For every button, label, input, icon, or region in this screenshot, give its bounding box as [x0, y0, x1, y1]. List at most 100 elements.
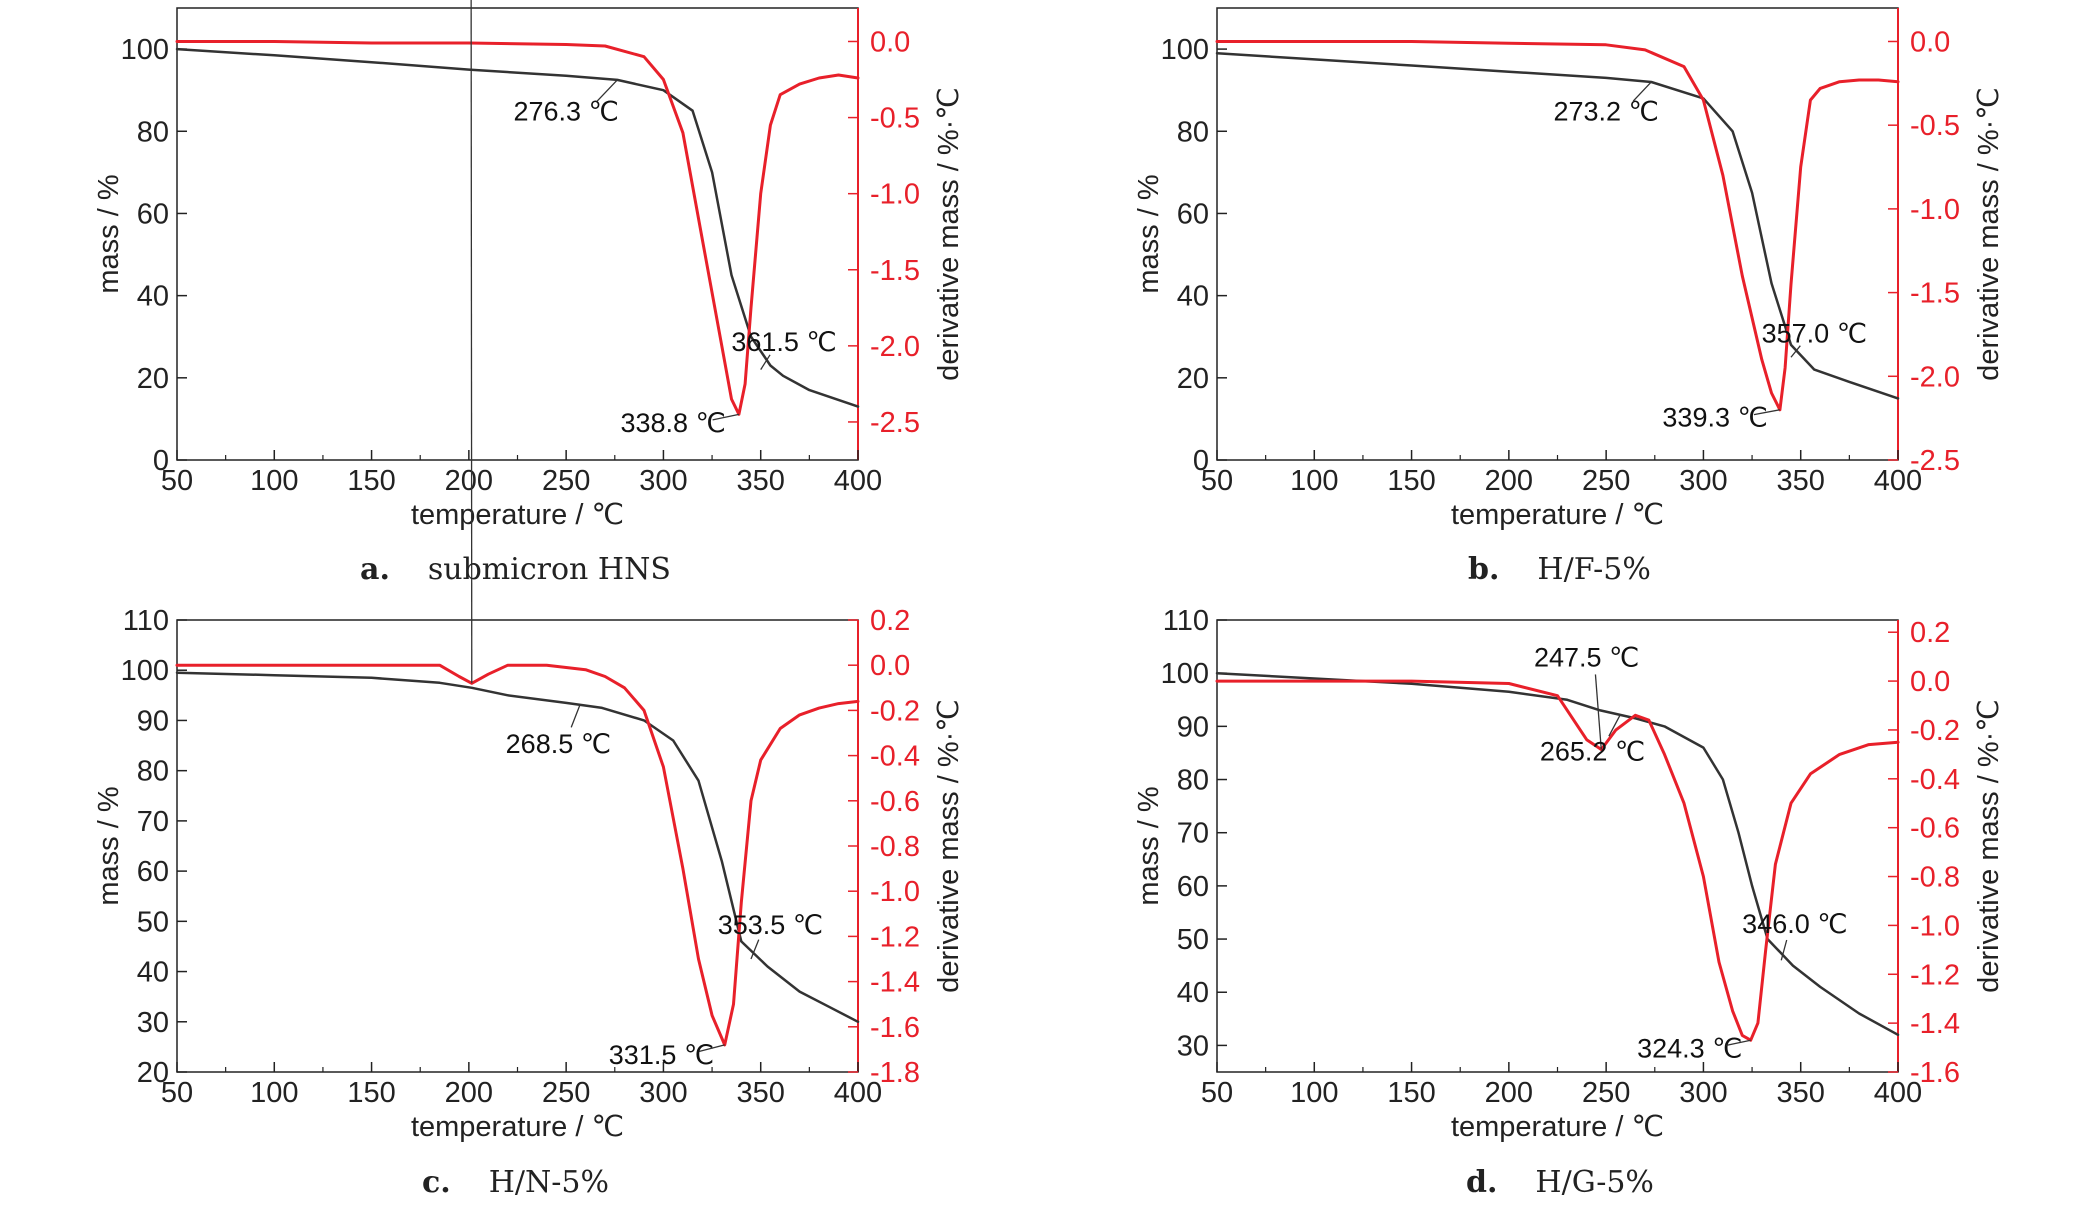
derivative-mass-line: [1215, 679, 1900, 1042]
y-right-tick-label: -0.8: [870, 831, 920, 863]
x-tick-label: 50: [161, 1077, 193, 1109]
y-tick-label: 30: [137, 1007, 169, 1039]
annotation-label: 276.3 ℃: [513, 97, 618, 127]
annotation-label: 338.8 ℃: [620, 408, 725, 438]
y-right-tick-label: -1.5: [1910, 278, 1960, 310]
y-right-tick-label: -1.4: [1910, 1008, 1960, 1040]
y-tick-label: 60: [1177, 198, 1209, 230]
y-right-tick-label: -1.0: [870, 876, 920, 908]
annotation-leader: [570, 705, 581, 728]
caption-b: b. H/F-5%: [1468, 552, 1651, 587]
y-tick-label: 80: [137, 116, 169, 148]
y-right-tick-label: 0.2: [870, 605, 910, 637]
plot-frame: [176, 619, 859, 1073]
annotation-label: 268.5 ℃: [506, 729, 611, 759]
x-tick-label: 100: [1290, 465, 1338, 497]
x-tick-label: 150: [347, 465, 395, 497]
caption-a-label: a.: [360, 552, 390, 587]
y-axis-label: mass / %: [93, 174, 125, 293]
x-tick-label: 100: [250, 1077, 298, 1109]
y-right-tick-label: -0.6: [1910, 813, 1960, 845]
y-right-axis-label: derivative mass / %·℃: [933, 87, 965, 381]
y-right-tick-label: -0.2: [1910, 715, 1960, 747]
x-tick-label: 400: [1874, 1077, 1922, 1109]
x-tick-label: 250: [1582, 1077, 1630, 1109]
x-tick-label: 100: [1290, 1077, 1338, 1109]
y-right-tick-label: 0.2: [1910, 617, 1950, 649]
y-tick-label: 40: [137, 957, 169, 989]
y-right-tick-label: -1.0: [870, 179, 920, 211]
y-tick-label: 100: [1161, 658, 1209, 690]
y-right-tick-label: 0.0: [1910, 26, 1950, 58]
x-tick-label: 300: [1679, 1077, 1727, 1109]
chart-panel-a: 50 100 150 200 250 300 350 400 0 20 40 60 80 100 0.0 -0…: [0, 0, 1030, 570]
x-axis-label: temperature / ℃: [1451, 499, 1664, 531]
x-tick-label: 400: [834, 1077, 882, 1109]
y-tick-label: 80: [137, 756, 169, 788]
y-right-tick-label: -1.2: [870, 921, 920, 953]
y-right-tick-label: 0.0: [1910, 666, 1950, 698]
annotation-label: 265.2 ℃: [1540, 736, 1645, 766]
derivative-mass-line: [175, 40, 860, 416]
y-right-tick-label: -2.0: [1910, 361, 1960, 393]
x-tick-label: 200: [1485, 1077, 1533, 1109]
caption-c-label: c.: [422, 1165, 451, 1200]
chart-svg-a: 50 100 150 200 250 300 350 400 0 20 40 60 80 100 0.0 -0…: [93, 7, 965, 531]
y-tick-label: 80: [1177, 116, 1209, 148]
x-tick-label: 150: [347, 1077, 395, 1109]
y-tick-label: 0: [1193, 445, 1209, 477]
plot-frame: [1216, 619, 1899, 1073]
mass-line: [175, 47, 860, 408]
annotation-label: 324.3 ℃: [1637, 1034, 1742, 1064]
chart-panel-d: 50 100 150 200 250 300 350 400 30 40 50 60 70 80 90 100…: [1040, 605, 2070, 1182]
y-right-tick-label: -1.0: [1910, 910, 1960, 942]
y-tick-label: 90: [1177, 711, 1209, 743]
annotation-leader: [1780, 939, 1788, 961]
annotation-label: 357.0 ℃: [1762, 319, 1867, 349]
x-tick-label: 350: [1777, 1077, 1825, 1109]
x-tick-label: 300: [639, 1077, 687, 1109]
y-tick-label: 90: [137, 705, 169, 737]
x-tick-label: 250: [542, 465, 590, 497]
x-axis-label: temperature / ℃: [1451, 1111, 1664, 1143]
y-tick-label: 80: [1177, 765, 1209, 797]
annotation-label: 353.5 ℃: [718, 910, 823, 940]
annotation-leader: [750, 939, 760, 960]
annotation-label: 331.5 ℃: [609, 1040, 714, 1070]
y-tick-label: 40: [137, 281, 169, 313]
caption-c-text: H/N-5%: [488, 1165, 609, 1200]
y-tick-label: 100: [121, 34, 169, 66]
x-tick-label: 50: [161, 465, 193, 497]
y-right-tick-label: -0.6: [870, 786, 920, 818]
y-tick-label: 70: [137, 806, 169, 838]
y-right-tick-label: -0.4: [870, 741, 920, 773]
chart-svg-d: 50 100 150 200 250 300 350 400 30 40 50 60 70 80 90 100…: [1133, 605, 2005, 1143]
x-tick-label: 200: [445, 465, 493, 497]
caption-c: c. H/N-5%: [422, 1165, 609, 1200]
annotation-label: 247.5 ℃: [1534, 643, 1639, 673]
y-tick-label: 50: [1177, 924, 1209, 956]
x-tick-label: 100: [250, 465, 298, 497]
x-tick-label: 150: [1387, 1077, 1435, 1109]
annotation-leader: [699, 1044, 725, 1053]
y-tick-label: 110: [123, 605, 169, 637]
caption-a: a. submicron HNS: [360, 552, 671, 587]
caption-d-label: d.: [1466, 1165, 1498, 1200]
x-tick-label: 400: [1874, 465, 1922, 497]
caption-d-text: H/G-5%: [1535, 1165, 1654, 1200]
y-right-tick-label: -2.5: [1910, 445, 1960, 477]
x-tick-label: 50: [1201, 465, 1233, 497]
y-right-tick-label: -1.2: [1910, 959, 1960, 991]
annotation-label: 346.0 ℃: [1742, 909, 1847, 939]
y-right-tick-label: -1.0: [1910, 194, 1960, 226]
y-right-tick-label: -0.5: [870, 103, 920, 135]
y-tick-label: 20: [1177, 363, 1209, 395]
x-tick-label: 200: [1485, 465, 1533, 497]
y-tick-label: 100: [121, 655, 169, 687]
y-right-tick-label: -1.4: [870, 967, 920, 999]
annotation-leader: [1608, 715, 1621, 737]
annotation-leader: [712, 413, 740, 421]
x-tick-label: 50: [1201, 1077, 1233, 1109]
y-tick-label: 70: [1177, 818, 1209, 850]
x-axis-label: temperature / ℃: [411, 499, 624, 531]
